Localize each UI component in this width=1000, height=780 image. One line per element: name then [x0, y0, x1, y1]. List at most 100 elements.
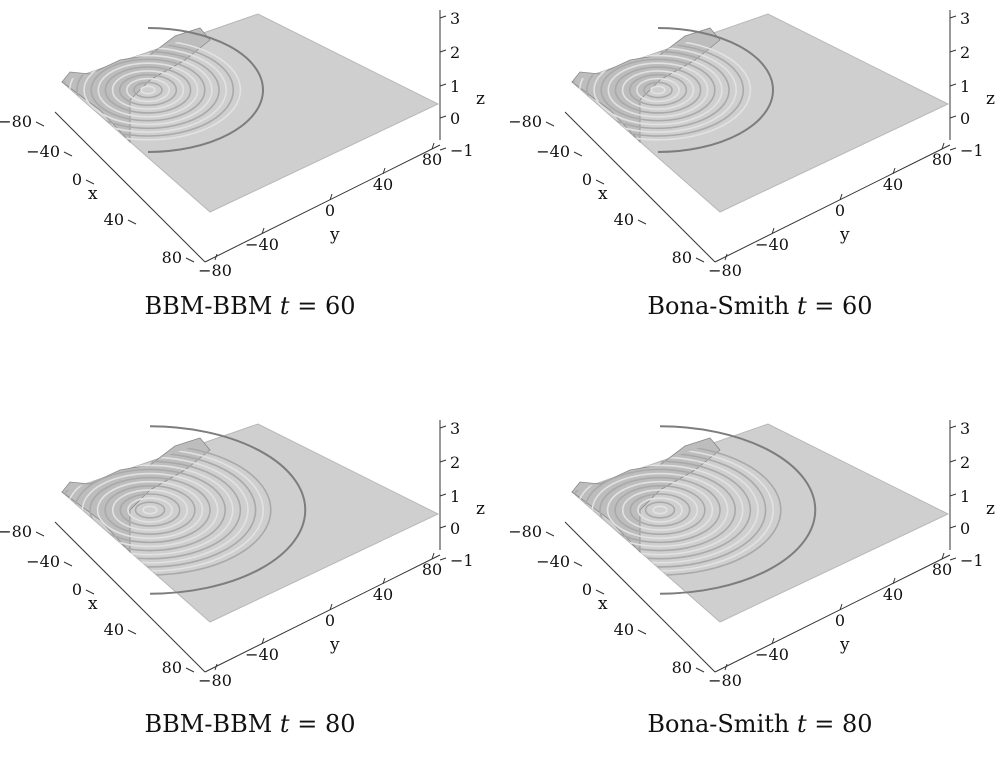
y-tick-mark	[329, 603, 333, 611]
wave-front	[147, 27, 264, 153]
ripple-ring	[118, 73, 178, 107]
y-tick-mark	[261, 637, 265, 645]
z-tick-mark	[439, 83, 447, 87]
x-tick-label: 0	[582, 580, 592, 599]
z-tick-label: 3	[450, 419, 460, 438]
z-tick-mark	[949, 459, 957, 463]
z-tick-label: 2	[450, 43, 460, 62]
x-tick-label: 0	[582, 170, 592, 189]
x-tick-mark	[35, 531, 45, 537]
z-tick-label: −1	[960, 551, 984, 570]
z-tick-mark	[949, 525, 957, 529]
ripple-ring	[599, 476, 721, 544]
x-tick-mark	[185, 667, 195, 673]
ripple-ring	[104, 66, 192, 114]
plot-panel: −80 −40 0 40 80 x −80 −40 0 40 80 y −1 0 1 2 3 z Bona-Smi…	[510, 0, 1000, 370]
x-tick-mark	[35, 121, 45, 127]
x-tick-mark	[573, 561, 583, 567]
x-tick-label: 40	[614, 210, 634, 229]
y-tick-label: −80	[198, 671, 232, 690]
ripple-ring	[83, 54, 213, 126]
z-tick-label: 1	[450, 487, 460, 506]
y-tick-mark	[941, 552, 945, 560]
caption-t-value: 60	[842, 292, 873, 320]
ripple-ring	[133, 81, 163, 99]
z-tick-mark	[439, 525, 447, 529]
y-tick-mark	[382, 167, 386, 175]
z-tick-mark	[949, 49, 957, 53]
z-tick-label: −1	[450, 141, 474, 160]
surface-plot: −80 −40 0 40 80 x −80 −40 0 40 80 y −1 0 1 2 3 z	[0, 419, 485, 690]
x-tick-label: 80	[162, 658, 182, 677]
z-tick-label: 0	[450, 519, 460, 538]
wave-front	[659, 425, 817, 595]
z-tick-mark	[439, 147, 447, 151]
z-tick-mark	[949, 493, 957, 497]
ripple-ring	[621, 489, 699, 531]
z-tick-label: 2	[960, 453, 970, 472]
ripple-ring	[134, 501, 166, 519]
y-tick-mark	[329, 193, 333, 201]
z-tick-label: 0	[960, 519, 970, 538]
x-tick-mark	[595, 179, 605, 185]
y-tick-mark	[431, 142, 435, 150]
caption-equals: =	[814, 292, 835, 320]
y-tick-label: 40	[883, 585, 903, 604]
caption-model: BBM-BBM	[144, 292, 273, 320]
z-axis-label: z	[986, 499, 995, 519]
z-tick-mark	[439, 459, 447, 463]
y-tick-label: 0	[325, 611, 335, 630]
caption-t-value: 80	[324, 710, 356, 738]
y-axis-label: y	[329, 635, 340, 655]
y-tick-mark	[382, 577, 386, 585]
z-tick-label: 2	[960, 43, 970, 62]
x-tick-label: 0	[72, 580, 82, 599]
x-axis-line	[54, 521, 206, 673]
x-tick-mark	[85, 179, 95, 185]
caption-t-symbol: t	[279, 710, 290, 738]
ripple-ring	[636, 77, 680, 103]
ripple-ring	[607, 62, 709, 118]
x-tick-mark	[127, 629, 137, 635]
caption-equals: =	[297, 710, 318, 738]
z-tick-mark	[439, 49, 447, 53]
x-tick-label: −80	[0, 522, 32, 541]
z-tick-mark	[949, 557, 957, 561]
x-tick-mark	[637, 219, 647, 225]
ripple-ring	[90, 58, 206, 122]
x-tick-mark	[185, 257, 195, 263]
wave-front	[149, 425, 307, 595]
y-tick-mark	[431, 552, 435, 560]
z-tick-mark	[949, 15, 957, 19]
plot-panel: −80 −40 0 40 80 x −80 −40 0 40 80 y −1 0 1 2 3 z BBM-BBM …	[0, 0, 500, 370]
y-axis-line	[714, 554, 951, 673]
plot-panel: −80 −40 0 40 80 x −80 −40 0 40 80 y −1 0 1 2 3 z BBM-BBM …	[0, 410, 500, 780]
z-tick-label: 3	[960, 419, 970, 438]
ripple-ring	[629, 493, 691, 527]
panel-caption: Bona-Smith t = 60	[510, 292, 1000, 320]
x-tick-label: 40	[614, 620, 634, 639]
z-tick-label: 3	[450, 9, 460, 28]
y-axis-line	[714, 144, 951, 263]
z-tick-label: 2	[450, 453, 460, 472]
caption-model: Bona-Smith	[647, 292, 790, 320]
ripple-ring	[142, 505, 158, 515]
x-tick-mark	[545, 121, 555, 127]
plot-panel: −80 −40 0 40 80 x −80 −40 0 40 80 y −1 0 1 2 3 z Bona-Smi…	[510, 410, 1000, 780]
x-tick-label: 80	[672, 658, 692, 677]
y-axis-label: y	[839, 225, 850, 245]
z-tick-label: 1	[960, 77, 970, 96]
caption-t-symbol: t	[796, 292, 807, 320]
z-tick-mark	[949, 147, 957, 151]
y-tick-label: −80	[708, 671, 742, 690]
z-tick-label: 3	[960, 9, 970, 28]
y-tick-label: 0	[325, 201, 335, 220]
ripple-ring	[593, 54, 723, 126]
x-axis-line	[564, 521, 716, 673]
x-tick-mark	[85, 589, 95, 595]
x-tick-label: 40	[104, 620, 124, 639]
z-tick-label: 0	[450, 109, 460, 128]
y-tick-label: 80	[932, 150, 952, 169]
caption-model: Bona-Smith	[647, 710, 790, 738]
y-tick-mark	[839, 193, 843, 201]
